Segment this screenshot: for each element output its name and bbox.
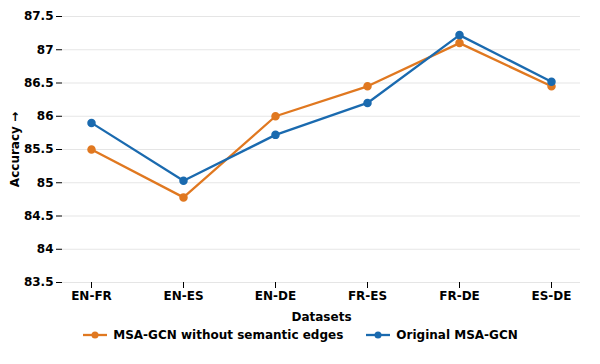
svg-text:84: 84 xyxy=(37,242,54,256)
svg-text:ES-DE: ES-DE xyxy=(532,289,572,303)
svg-text:87.5: 87.5 xyxy=(24,9,54,23)
svg-text:85.5: 85.5 xyxy=(24,142,54,156)
html-text:MSA-GCN without semantic edges: MSA-GCN without semantic edges xyxy=(113,328,344,342)
svg-text:84.5: 84.5 xyxy=(24,209,54,223)
svg-text:EN-FR: EN-FR xyxy=(71,289,112,303)
svg-text:FR-DE: FR-DE xyxy=(439,289,480,303)
svg-text:EN-ES: EN-ES xyxy=(163,289,203,303)
svg-text:Accuracy →: Accuracy → xyxy=(8,112,22,187)
svg-text:86.5: 86.5 xyxy=(24,76,54,90)
html-text:Original MSA-GCN: Original MSA-GCN xyxy=(396,328,518,342)
svg-text:Datasets: Datasets xyxy=(291,310,351,324)
svg-text:83.5: 83.5 xyxy=(24,275,54,289)
svg-text:87: 87 xyxy=(37,43,54,57)
svg-text:86: 86 xyxy=(37,109,54,123)
svg-text:85: 85 xyxy=(37,176,54,190)
svg-text:FR-ES: FR-ES xyxy=(348,289,387,303)
svg-text:EN-DE: EN-DE xyxy=(255,289,296,303)
